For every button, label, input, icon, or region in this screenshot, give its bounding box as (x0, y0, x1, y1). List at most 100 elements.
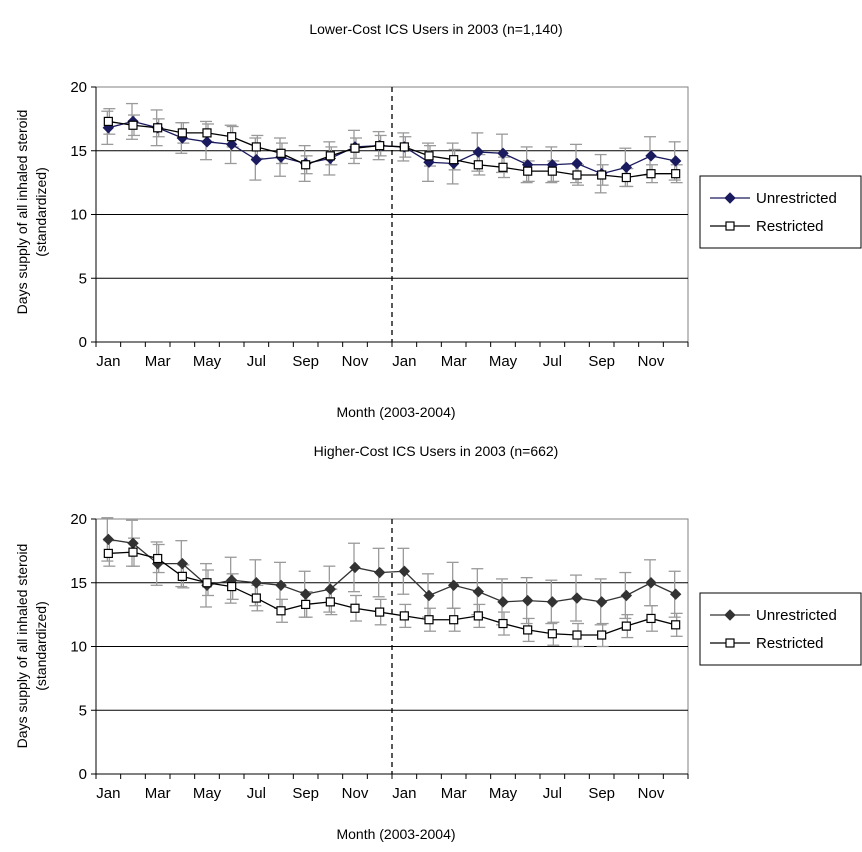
x-tick-label: Jan (392, 353, 416, 370)
x-tick-label: Jul (543, 353, 562, 370)
data-point-restricted (671, 620, 681, 630)
data-point-unrestricted (645, 577, 657, 589)
x-tick-label: Sep (588, 353, 615, 370)
legend: Unrestricted Restricted (699, 592, 862, 666)
x-axis-label: Month (2003-2004) (336, 404, 455, 420)
data-point-unrestricted (201, 136, 213, 148)
data-point-restricted (251, 142, 261, 152)
data-point-restricted (621, 172, 631, 183)
data-point-unrestricted (497, 147, 509, 160)
data-point-restricted (399, 611, 409, 621)
x-tick-label: Mar (441, 353, 467, 370)
data-point-restricted (449, 615, 459, 625)
data-point-unrestricted (645, 150, 657, 162)
chart-title: Higher-Cost ICS Users in 2003 (n=662) (314, 443, 559, 459)
data-point-restricted (325, 597, 335, 607)
x-tick-label: Jul (247, 353, 266, 370)
data-point-restricted (202, 128, 212, 138)
legend-marker-unrestricted (724, 609, 736, 621)
data-point-unrestricted (423, 589, 435, 602)
data-point-restricted (523, 166, 533, 176)
data-point-restricted (572, 170, 582, 180)
x-tick-label: Mar (441, 785, 467, 802)
data-point-restricted (498, 618, 508, 629)
x-tick-label: Sep (292, 785, 319, 802)
data-point-restricted (103, 548, 113, 559)
data-point-unrestricted (275, 579, 287, 592)
data-point-unrestricted (176, 557, 189, 570)
x-tick-label: Jul (247, 785, 266, 802)
data-point-restricted (473, 611, 483, 621)
data-point-restricted (153, 123, 163, 133)
data-point-restricted (547, 629, 557, 639)
x-tick-label: Sep (588, 785, 615, 802)
data-point-restricted (177, 128, 187, 138)
data-point-unrestricted (250, 153, 263, 166)
chart-lower-cost: Lower-Cost ICS Users in 2003 (n=1,140) 0… (14, 21, 862, 420)
data-point-unrestricted (669, 155, 682, 167)
data-point-restricted (424, 615, 434, 625)
data-point-restricted (449, 155, 459, 165)
data-point-restricted (325, 151, 335, 161)
data-point-unrestricted (373, 566, 386, 579)
x-tick-label: Jan (96, 785, 120, 802)
y-tick-label: 10 (70, 207, 87, 224)
x-tick-label: Jan (392, 785, 416, 802)
data-point-restricted (350, 143, 360, 153)
data-point-restricted (375, 607, 385, 617)
data-point-unrestricted (620, 589, 633, 602)
data-point-restricted (424, 151, 434, 161)
data-point-unrestricted (620, 161, 633, 174)
data-point-unrestricted (299, 588, 312, 600)
x-axis-label: Month (2003-2004) (336, 826, 455, 842)
y-axis-label-line1: Days supply of all inhaled steroid (14, 544, 30, 749)
data-point-unrestricted (250, 577, 263, 589)
data-point-restricted (523, 625, 533, 635)
data-point-restricted (498, 162, 508, 172)
x-tick-label: Nov (638, 785, 665, 802)
y-tick-label: 15 (70, 143, 87, 160)
x-tick-label: May (489, 353, 518, 370)
data-point-restricted (375, 141, 385, 151)
chart-title: Lower-Cost ICS Users in 2003 (n=1,140) (309, 21, 562, 37)
x-tick-label: Sep (292, 353, 319, 370)
x-tick-label: Mar (145, 353, 171, 370)
data-point-unrestricted (546, 596, 559, 608)
data-point-unrestricted (472, 585, 485, 598)
data-point-restricted (202, 578, 212, 588)
data-point-restricted (128, 120, 138, 130)
y-tick-label: 5 (79, 702, 87, 719)
chart-lower-cost-svg: Lower-Cost ICS Users in 2003 (n=1,140) 0… (14, 21, 862, 420)
data-point-unrestricted (497, 596, 509, 608)
data-point-unrestricted (472, 146, 485, 158)
data-point-restricted (128, 547, 138, 557)
data-point-unrestricted (349, 561, 361, 574)
y-tick-label: 15 (70, 575, 87, 592)
data-point-restricted (301, 160, 311, 170)
data-point-restricted (671, 169, 681, 179)
data-point-restricted (473, 160, 483, 170)
data-point-unrestricted (669, 588, 682, 600)
data-point-restricted (597, 630, 607, 640)
legend-label-unrestricted: Unrestricted (756, 607, 837, 624)
chart-higher-cost-svg: Higher-Cost ICS Users in 2003 (n=662) 0 5… (14, 443, 862, 842)
data-point-unrestricted (571, 157, 583, 170)
y-tick-label: 20 (70, 511, 87, 528)
data-point-restricted (646, 613, 656, 624)
data-point-restricted (177, 571, 187, 581)
x-tick-label: May (489, 785, 518, 802)
legend-marker-unrestricted (724, 192, 736, 204)
y-tick-label: 20 (70, 79, 87, 96)
legend-label-restricted: Restricted (756, 635, 824, 652)
data-point-restricted (572, 630, 582, 640)
x-tick-label: Nov (638, 353, 665, 370)
x-tick-label: May (193, 353, 222, 370)
y-tick-label: 10 (70, 639, 87, 656)
chart-higher-cost: Higher-Cost ICS Users in 2003 (n=662) 0 5… (0, 426, 862, 852)
data-point-unrestricted (521, 594, 534, 607)
data-point-unrestricted (398, 565, 411, 577)
y-tick-label: 0 (79, 334, 87, 351)
data-point-restricted (251, 593, 261, 603)
data-point-unrestricted (571, 592, 583, 604)
data-point-restricted (547, 166, 557, 176)
